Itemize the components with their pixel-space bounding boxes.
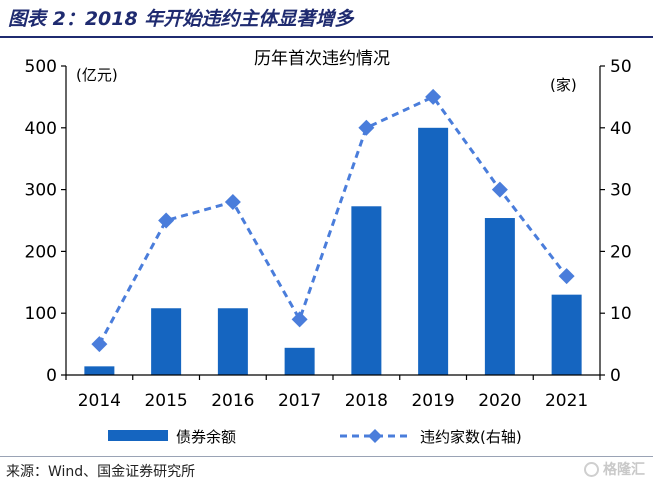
bars-layer (84, 127, 582, 375)
line-point-2015 (158, 212, 175, 229)
chart-title: 历年首次违约情况 (254, 49, 390, 69)
watermark: 格隆汇 (584, 459, 645, 479)
line-layer (91, 88, 575, 353)
right-tick-label: 20 (610, 242, 632, 262)
bar-2015 (151, 308, 182, 375)
right-tick-label: 50 (610, 57, 632, 77)
legend-label-line: 违约家数(右轴) (420, 428, 522, 446)
x-tick-label-2020: 2020 (478, 391, 521, 411)
left-tick-label: 200 (25, 242, 57, 262)
bar-2014 (84, 366, 115, 375)
right-tick-label: 0 (610, 366, 621, 386)
bar-2020 (484, 218, 515, 375)
legend-swatch-marker (368, 429, 382, 443)
x-tick-label-2015: 2015 (144, 391, 187, 411)
bar-2016 (217, 308, 248, 375)
right-tick-label: 10 (610, 304, 632, 324)
line-point-2016 (224, 193, 241, 210)
left-axis-unit-label: (亿元) (76, 66, 118, 84)
left-tick-label: 300 (25, 181, 57, 201)
left-tick-label: 100 (25, 304, 57, 324)
line-point-2021 (558, 268, 575, 285)
line-point-2018 (358, 119, 375, 136)
watermark-text: 格隆汇 (603, 462, 645, 478)
bar-2018 (351, 206, 382, 375)
right-axis-unit-label: (家) (550, 76, 577, 94)
right-tick-label: 30 (610, 181, 632, 201)
header-divider (0, 36, 653, 38)
axes-layer: 0 100 200 300 400 500 0 10 20 30 40 50 2014 2015 2016 2… (25, 57, 632, 411)
line-point-2019 (425, 88, 442, 105)
left-tick-label: 500 (25, 57, 57, 77)
bar-2019 (418, 127, 449, 375)
x-tick-label-2016: 2016 (211, 391, 254, 411)
left-tick-label: 0 (46, 366, 57, 386)
x-tick-label-2014: 2014 (78, 391, 121, 411)
bar-2017 (284, 347, 315, 375)
x-tick-label-2019: 2019 (411, 391, 454, 411)
watermark-logo-icon (584, 461, 599, 477)
left-tick-label: 400 (25, 119, 57, 139)
chart: 0 100 200 300 400 500 0 10 20 30 40 50 2014 2015 2016 2… (25, 49, 632, 446)
line-series-defaults (98, 95, 568, 345)
figure-title: 图表 2：2018 年开始违约主体显著增多 (8, 8, 354, 30)
x-tick-label-2018: 2018 (345, 391, 388, 411)
source-note: 来源：Wind、国金证券研究所 (6, 464, 196, 480)
footer-divider (0, 456, 653, 457)
x-tick-label-2017: 2017 (278, 391, 321, 411)
legend: 债券余额 违约家数(右轴) (108, 428, 522, 446)
legend-swatch-bar (108, 430, 168, 441)
line-point-2020 (491, 181, 508, 198)
x-tick-label-2021: 2021 (545, 391, 588, 411)
line-point-2014 (91, 336, 108, 353)
bar-2021 (551, 294, 582, 375)
line-point-2017 (291, 311, 308, 328)
legend-label-bar: 债券余额 (176, 428, 236, 446)
right-tick-label: 40 (610, 119, 632, 139)
